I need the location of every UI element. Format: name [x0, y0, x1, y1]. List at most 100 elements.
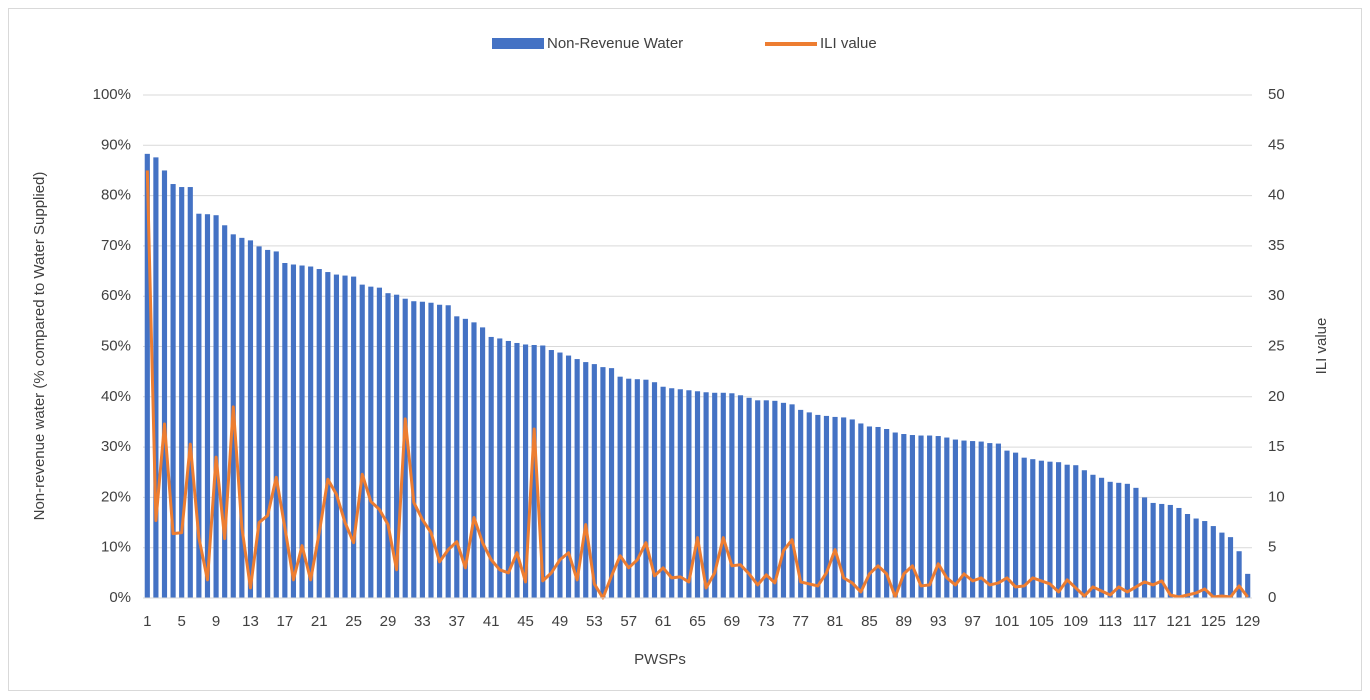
bar — [780, 402, 787, 598]
bar — [144, 153, 150, 598]
bar — [737, 395, 744, 598]
x-tick-label: 1 — [143, 613, 151, 630]
y-tick-label: 70% — [101, 237, 131, 254]
bar — [1210, 526, 1216, 598]
bar — [729, 393, 735, 598]
bar — [1030, 459, 1036, 598]
bar — [617, 376, 623, 598]
y2-tick-label: 50 — [1268, 86, 1285, 103]
bar — [1013, 452, 1019, 598]
legend-label: Non-Revenue Water — [547, 35, 683, 52]
bar — [1193, 518, 1199, 598]
y-tick-label: 90% — [101, 136, 131, 153]
bar — [376, 287, 382, 598]
bar — [591, 364, 597, 598]
bar — [1236, 551, 1242, 598]
bar — [918, 435, 924, 598]
y-tick-label: 30% — [101, 438, 131, 455]
bar — [325, 272, 331, 598]
bar — [204, 214, 211, 598]
bar — [1133, 487, 1139, 598]
bar — [273, 251, 279, 599]
x-tick-label: 89 — [895, 613, 912, 630]
y2-tick-label: 10 — [1268, 488, 1285, 505]
x-tick-label: 53 — [586, 613, 603, 630]
bar — [583, 362, 589, 598]
bar — [1055, 462, 1062, 598]
bar — [806, 412, 812, 598]
y2-tick-label: 40 — [1268, 187, 1285, 204]
x-tick-label: 13 — [242, 613, 259, 630]
bar — [1184, 513, 1191, 598]
bar — [909, 435, 916, 598]
bar — [282, 263, 288, 598]
bar — [411, 301, 417, 598]
bar — [540, 345, 546, 598]
bar — [643, 379, 649, 598]
bar — [651, 382, 658, 598]
y-tick-label: 100% — [93, 86, 131, 103]
bar — [574, 359, 580, 598]
x-tick-label: 61 — [655, 613, 672, 630]
bar — [660, 386, 666, 598]
y2-tick-label: 20 — [1268, 388, 1285, 405]
x-tick-label: 33 — [414, 613, 431, 630]
bar — [927, 435, 933, 598]
x-tick-label: 49 — [552, 613, 569, 630]
bar — [462, 318, 468, 598]
bar — [394, 294, 400, 598]
bar — [333, 274, 340, 598]
bar — [815, 414, 821, 598]
y2-tick-label: 5 — [1268, 539, 1276, 556]
bar — [866, 426, 873, 598]
bar — [686, 390, 692, 598]
bar — [522, 344, 529, 598]
bar — [1081, 470, 1087, 598]
bar — [694, 391, 701, 598]
x-tick-label: 101 — [994, 613, 1019, 630]
bar — [1004, 450, 1010, 598]
bar — [179, 187, 185, 598]
x-tick-label: 25 — [345, 613, 362, 630]
bar — [428, 302, 434, 598]
bar — [222, 225, 228, 599]
bar — [196, 213, 202, 598]
bar — [995, 443, 1001, 598]
bar — [1141, 497, 1148, 598]
bar — [1245, 573, 1251, 598]
y-tick-label: 60% — [101, 287, 131, 304]
bar — [832, 416, 838, 598]
x-tick-label: 37 — [448, 613, 465, 630]
y-axis-title: Non-revenue water (% compared to Water S… — [31, 172, 48, 521]
bar — [746, 397, 752, 598]
bar — [299, 265, 305, 598]
y2-tick-label: 45 — [1268, 136, 1285, 153]
bar — [901, 434, 907, 598]
bar — [1047, 461, 1053, 598]
bar — [1038, 460, 1044, 598]
x-tick-label: 117 — [1133, 613, 1157, 630]
bar — [514, 342, 520, 598]
bar — [1176, 507, 1182, 598]
x-tick-label: 93 — [930, 613, 947, 630]
bar — [419, 301, 425, 598]
y2-tick-label: 35 — [1268, 237, 1285, 254]
y2-tick-label: 15 — [1268, 438, 1285, 455]
bar — [290, 264, 297, 598]
bar — [479, 327, 486, 598]
bar — [1116, 482, 1122, 598]
x-tick-label: 81 — [827, 613, 844, 630]
bar — [161, 170, 168, 598]
x-tick-label: 77 — [792, 613, 809, 630]
bar — [548, 350, 554, 598]
x-axis-title: PWSPs — [634, 651, 686, 668]
y-tick-label: 40% — [101, 388, 131, 405]
bar — [789, 404, 795, 598]
bar — [970, 441, 976, 598]
bar — [531, 344, 537, 598]
x-tick-label: 85 — [861, 613, 878, 630]
y-tick-label: 80% — [101, 187, 131, 204]
bar — [402, 298, 408, 598]
y-tick-label: 20% — [101, 488, 131, 505]
bar — [368, 286, 374, 598]
